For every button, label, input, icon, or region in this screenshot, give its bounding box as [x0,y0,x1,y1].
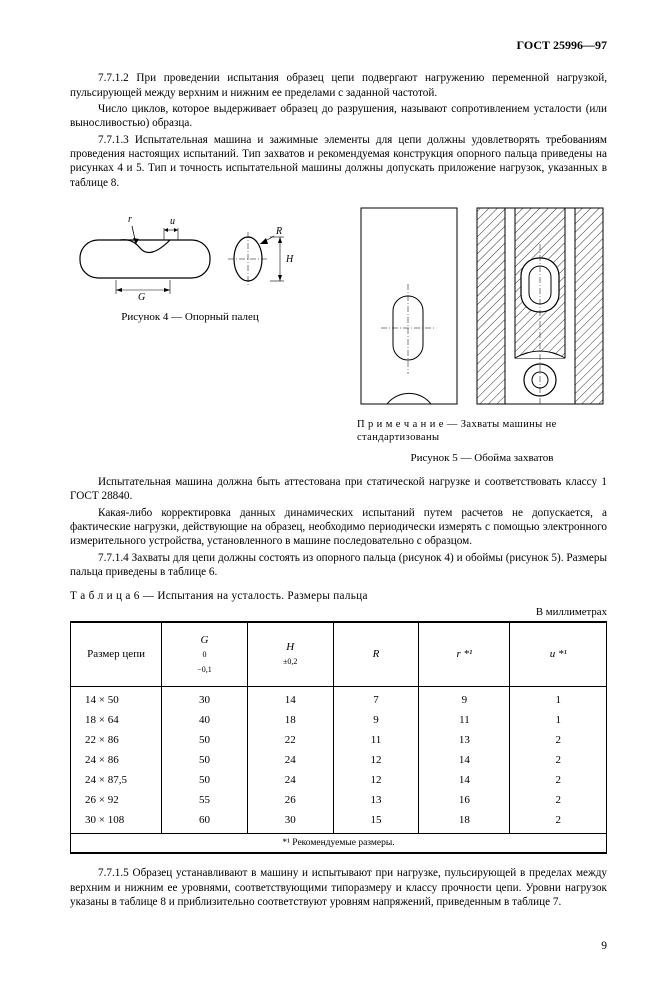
svg-text:H: H [285,254,294,265]
page: ГОСТ 25996—97 7.7.1.2 При проведении исп… [0,0,661,984]
figure-row: r u G [70,204,607,465]
col-u: u *¹ [510,622,607,686]
table-row: 30 × 108603015182 [71,810,607,834]
table-row: 22 × 86502211132 [71,730,607,750]
figure-5-note: П р и м е ч а н и е — Захваты машины не … [357,418,607,445]
svg-text:r: r [128,214,132,225]
col-r-cap: R [333,622,419,686]
svg-text:u: u [170,216,175,227]
table-row: 14 × 503014791 [71,686,607,710]
table-footnote: *¹ Рекомендуемые размеры. [71,834,607,854]
para-7715: 7.7.1.5 Образец устанавливают в машину и… [70,866,607,909]
col-g: G 0 −0,1 [162,622,248,686]
col-h: H ±0,2 [247,622,333,686]
table-6-unit: В миллиметрах [70,606,607,620]
page-number: 9 [70,939,607,954]
doc-header: ГОСТ 25996—97 [70,38,607,53]
table-row: 24 × 86502412142 [71,750,607,770]
col-r-small: r *¹ [419,622,510,686]
gripper-drawing-icon [357,204,607,414]
col-size: Размер цепи [71,622,162,686]
figure-4: r u G [70,204,310,465]
figure-5: П р и м е ч а н и е — Захваты машины не … [357,204,607,465]
table-row: 26 × 92552613162 [71,790,607,810]
pin-drawing-icon: r u G [70,204,310,304]
para-7714: 7.7.1.4 Захваты для цепи должны состоять… [70,551,607,580]
para-7712: 7.7.1.2 При проведении испытания образец… [70,71,607,100]
table-row: 24 × 87,5502412142 [71,770,607,790]
table-body: 14 × 503014791 18 × 6440189111 22 × 8650… [71,686,607,834]
para-machine: Испытательная машина должна быть аттесто… [70,475,607,504]
svg-text:R: R [275,226,282,237]
svg-text:G: G [138,292,145,303]
para-7713: 7.7.1.3 Испытательная машина и зажимные … [70,133,607,190]
para-cycles: Число циклов, которое выдерживает образе… [70,102,607,131]
figure-4-caption: Рисунок 4 — Опорный палец [70,310,310,324]
para-correction: Какая-либо корректировка данных динамиче… [70,506,607,549]
table-6-title: Т а б л и ц а 6 — Испытания на усталость… [70,589,607,603]
table-row: 18 × 6440189111 [71,710,607,730]
figure-5-caption: Рисунок 5 — Обойма захватов [357,451,607,465]
table-6: Размер цепи G 0 −0,1 H ±0,2 R r *¹ u *¹ … [70,621,607,854]
